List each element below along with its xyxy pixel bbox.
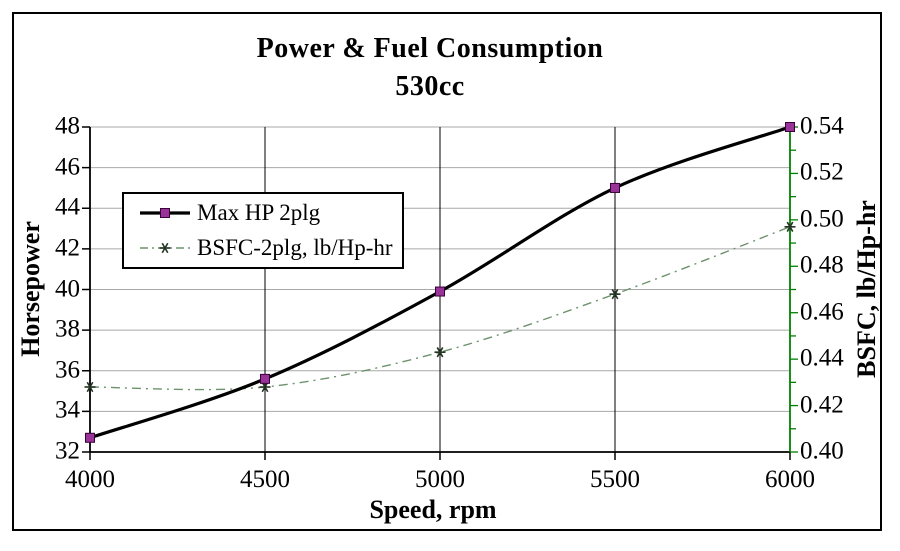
y-axis-title-right: BSFC, lb/Hp-hr [852,200,881,378]
x-tick-label-6000: 6000 [765,466,815,493]
y-tick-label-right-0.52: 0.52 [800,158,844,186]
chart-title: Power & Fuel Consumption [256,33,604,64]
y-tick-label-left-42: 42 [55,234,80,262]
y-tick-label-left-48: 48 [55,112,80,140]
y-tick-label-left-40: 40 [55,274,80,302]
y-tick-label-right-0.50: 0.50 [800,205,844,233]
legend: Max HP 2plg BSFC-2plg, lb/Hp-hr [122,192,404,269]
asterisk-marker-icon [86,381,94,393]
x-tick-label-5000: 5000 [415,466,465,493]
chart-title-block: Power & Fuel Consumption 530cc [90,30,770,106]
x-tick-label-4000: 4000 [65,466,115,493]
x-tick-label-5500: 5500 [590,466,640,493]
x-axis-title: Speed, rpm [369,495,497,524]
asterisk-marker-icon [436,347,444,358]
y-tick-label-right-0.46: 0.46 [800,298,844,326]
square-marker-icon [260,373,270,384]
square-marker-icon [435,286,445,297]
series-line-bsfc [89,226,791,391]
y-tick-label-right-0.42: 0.42 [800,391,844,419]
chart-frame [12,12,882,531]
y-tick-label-left-46: 46 [55,153,80,181]
legend-label-bsfc: BSFC-2plg, lb/Hp-hr [197,235,393,260]
legend-line-sample-bsfc-icon [140,242,190,254]
y-tick-label-left-44: 44 [55,193,80,221]
square-marker-icon [85,432,95,443]
y-tick-label-right-0.40: 0.40 [800,437,844,465]
y-tick-label-right-0.44: 0.44 [800,344,844,372]
legend-line-sample-hp-icon [140,208,190,218]
square-marker-icon [610,182,620,193]
legend-item-bsfc: BSFC-2plg, lb/Hp-hr [124,232,402,264]
chart-subtitle: 530cc [395,71,465,102]
asterisk-marker-icon [611,288,619,300]
legend-item-max-hp: Max HP 2plg [124,197,402,229]
asterisk-marker-icon [786,221,794,232]
legend-label-max-hp: Max HP 2plg [197,200,321,225]
y-tick-label-right-0.48: 0.48 [800,251,844,279]
y-tick-label-left-34: 34 [55,396,80,424]
y-tick-label-right-0.54: 0.54 [800,112,844,140]
y-tick-label-left-36: 36 [55,356,80,384]
x-tick-label-4500: 4500 [240,466,290,493]
square-marker-icon [785,122,795,132]
asterisk-marker-icon [161,242,169,254]
y-tick-label-left-38: 38 [55,315,80,343]
square-marker-icon [160,208,170,218]
y-tick-label-left-32: 32 [55,437,80,465]
